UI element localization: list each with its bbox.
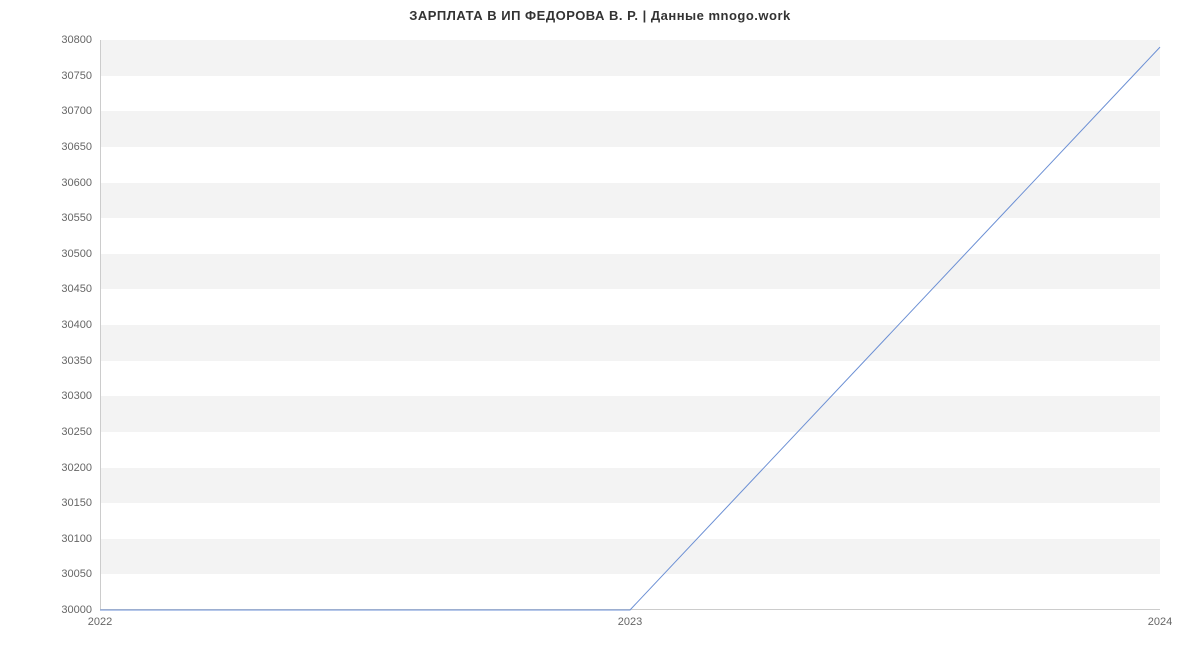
plot-area: 3000030050301003015030200302503030030350… xyxy=(100,40,1160,610)
y-tick-label: 30650 xyxy=(61,141,92,153)
y-tick-label: 30400 xyxy=(61,319,92,331)
y-tick-label: 30600 xyxy=(61,177,92,189)
y-tick-label: 30150 xyxy=(61,497,92,509)
y-tick-label: 30450 xyxy=(61,283,92,295)
y-tick-label: 30700 xyxy=(61,105,92,117)
y-tick-label: 30000 xyxy=(61,604,92,616)
y-tick-label: 30200 xyxy=(61,462,92,474)
data-line xyxy=(100,40,1160,610)
salary-line-chart: ЗАРПЛАТА В ИП ФЕДОРОВА В. Р. | Данные mn… xyxy=(0,0,1200,650)
y-tick-label: 30550 xyxy=(61,212,92,224)
x-tick-label: 2023 xyxy=(618,616,642,628)
y-tick-label: 30750 xyxy=(61,70,92,82)
series-line-salary xyxy=(100,47,1160,610)
chart-title: ЗАРПЛАТА В ИП ФЕДОРОВА В. Р. | Данные mn… xyxy=(0,8,1200,23)
x-tick-label: 2024 xyxy=(1148,616,1172,628)
x-tick-label: 2022 xyxy=(88,616,112,628)
y-tick-label: 30250 xyxy=(61,426,92,438)
y-tick-label: 30100 xyxy=(61,533,92,545)
y-tick-label: 30050 xyxy=(61,568,92,580)
y-tick-label: 30800 xyxy=(61,34,92,46)
y-tick-label: 30500 xyxy=(61,248,92,260)
y-tick-label: 30300 xyxy=(61,390,92,402)
y-tick-label: 30350 xyxy=(61,355,92,367)
